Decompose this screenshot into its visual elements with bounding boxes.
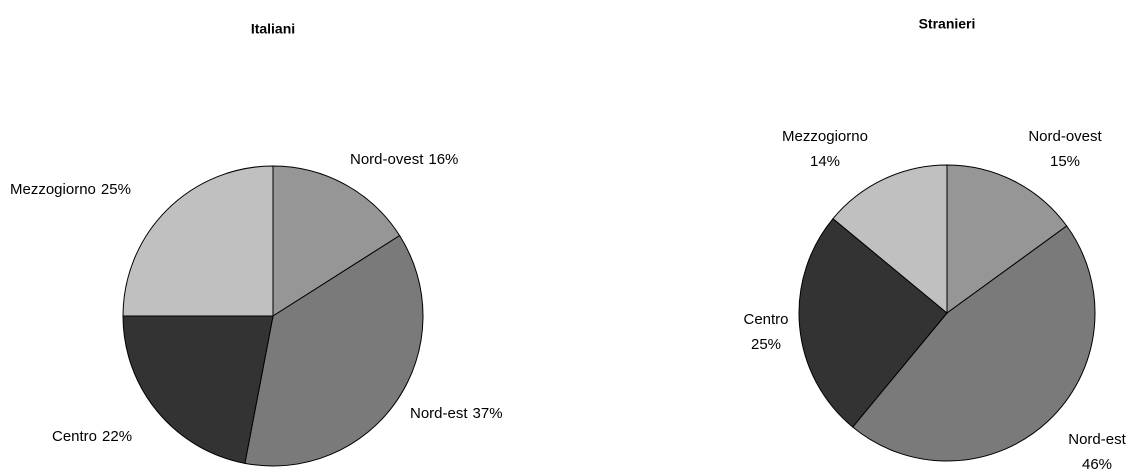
value-label: 46% xyxy=(1082,456,1112,469)
value-label: 25% xyxy=(101,181,131,198)
pie-slice xyxy=(244,234,424,467)
slice-label: Nord-est 37% xyxy=(410,405,503,422)
category-label: Nord-est xyxy=(410,405,468,422)
value-label: 37% xyxy=(473,405,503,422)
chart-title: Stranieri xyxy=(919,16,976,32)
chart-title: Italiani xyxy=(251,21,295,37)
category-label: Mezzogiorno xyxy=(10,181,96,198)
value-label: 22% xyxy=(102,428,132,445)
category-label: Nord-ovest xyxy=(1028,128,1102,145)
pie-slice xyxy=(272,165,401,317)
category-label: Centro xyxy=(52,428,97,445)
slice-label: Nord-ovest 16% xyxy=(350,151,458,168)
pie-slice xyxy=(122,315,274,464)
category-label: Mezzogiorno xyxy=(782,128,868,145)
pie-slice xyxy=(122,165,274,317)
slice-label: Mezzogiorno 25% xyxy=(10,181,131,198)
value-label: 15% xyxy=(1050,153,1080,170)
slice-label: Centro 22% xyxy=(52,428,132,445)
category-label: Nord-ovest xyxy=(350,151,424,168)
pie-slice xyxy=(832,164,948,315)
category-label: Nord-est xyxy=(1068,431,1126,448)
pie-slice xyxy=(851,225,1096,462)
value-label: 14% xyxy=(810,153,840,170)
pie-slice xyxy=(946,164,1068,314)
value-label: 16% xyxy=(428,151,458,168)
category-label: Centro xyxy=(743,311,788,328)
value-label: 25% xyxy=(751,336,781,353)
pie-slice xyxy=(798,217,948,428)
